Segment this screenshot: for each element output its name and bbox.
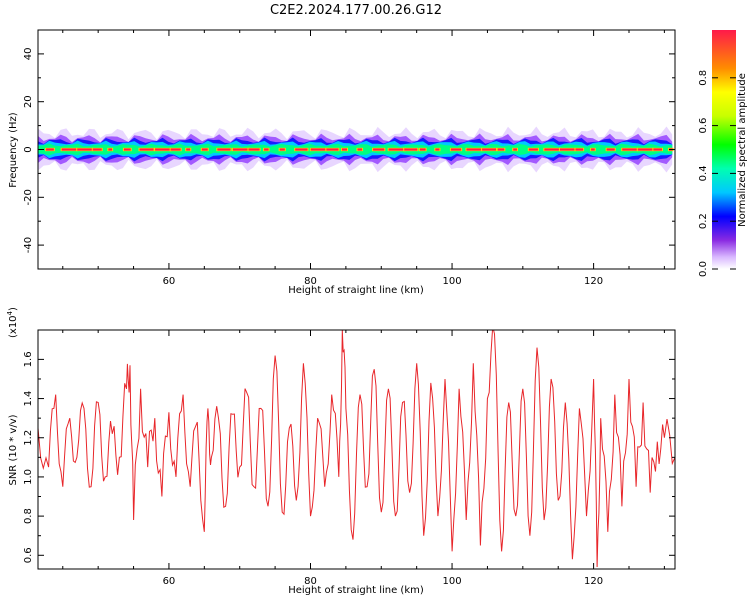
snr-ticks: 60 80 100 120 0.6 0.8 1.0 1.2 1.4 1.6 [23,330,675,587]
colorbar-tick-label: 0.6 [698,118,709,134]
y-tick-label: -20 [23,189,34,205]
snr-scale-base: (x10 [8,315,19,338]
spectrogram-core-red [170,148,181,151]
y-tick-label: 40 [23,48,34,61]
y-tick-label: 0 [23,146,34,152]
snr-xlabel: Height of straight line (km) [288,585,424,596]
spectrogram-core-red [575,148,584,151]
x-tick-label: 100 [443,276,462,287]
colorbar: 0.0 0.2 0.4 0.6 0.8 Normalized spectral ampl… [698,30,748,277]
x-tick-label: 80 [304,276,317,287]
spectrogram-core-red [77,148,93,151]
spectrogram-core-red [217,148,231,151]
spectrogram-core-red [637,148,654,151]
spectrogram-heatmap [38,126,674,173]
snr-scale-close: ) [8,307,19,311]
spectrogram-core-red [61,148,77,151]
spectrogram-core-red [373,148,385,151]
x-tick-label: 60 [163,276,176,287]
spectrogram-ylabel: Frequency (Hz) [8,112,19,188]
spectrogram-core-red [46,148,54,151]
spectrogram-core-red [559,148,575,151]
x-tick-label: 100 [443,576,462,587]
snr-series-line [38,330,675,568]
spectrogram-core-red [419,148,426,151]
spectrogram-band-layer [38,143,673,156]
x-tick-label: 60 [163,576,176,587]
spectrogram-xlabel: Height of straight line (km) [288,285,424,296]
spectrogram-core-red [622,148,638,151]
x-tick-label: 120 [584,576,603,587]
spectrogram-core-red [497,148,505,151]
colorbar-ticks: 0.0 0.2 0.4 0.6 0.8 [698,70,736,277]
spectrogram-core-red [92,148,102,151]
spectrogram-core-red [279,148,285,151]
spectrogram-core-red [528,148,538,151]
colorbar-tick-label: 0.2 [698,213,709,229]
snr-panel: 60 80 100 120 0.6 0.8 1.0 1.2 1.4 1.6 Height of s… [6,307,676,596]
spectrogram-core-red [466,148,483,151]
snr-frame [37,329,676,570]
spectrogram-core-red [295,148,308,151]
y-tick-label: 0.6 [23,547,34,563]
x-tick-label: 120 [584,276,603,287]
spectrogram-core-red [326,148,339,151]
y-tick-label: 1.0 [23,469,34,485]
spectrogram-core-red [482,148,497,151]
spectrogram-core-red [155,148,172,151]
snr-ylabel: SNR (10 * v/v) [8,414,19,485]
colorbar-tick-label: 0.0 [698,261,709,277]
spectrogram-ticks: 60 80 100 120 -40 -20 0 20 40 [23,30,675,287]
spectrogram-core-red [139,148,154,151]
spectrogram-core-red [232,148,250,151]
spectrogram-core-red [404,148,418,151]
spectrogram-core-red [248,148,260,151]
spectrogram-core-red [357,148,363,151]
spectrogram-core-red [186,148,191,151]
y-tick-label: 1.2 [23,430,34,446]
y-tick-label: 20 [23,95,34,108]
spectrogram-core-red [591,148,595,151]
spectrogram-core-red [450,148,462,151]
spectrogram-panel: 60 80 100 120 -40 -20 0 20 40 Height of straight… [8,29,676,296]
spectrogram-core-red [435,148,440,151]
y-tick-label: 1.4 [23,391,34,407]
y-tick-label: 0.8 [23,508,34,524]
colorbar-gradient [712,30,736,269]
x-tick-label: 80 [304,576,317,587]
spectrogram-core-red [201,148,208,151]
colorbar-tick-label: 0.8 [698,70,709,86]
figure-title: C2E2.2024.177.00.26.G12 [270,3,442,18]
svg-text:(x104): (x104) [6,307,19,338]
spectrogram-core-red [606,148,615,151]
colorbar-tick-label: 0.4 [698,165,709,181]
spectrogram-core-red [653,148,662,151]
spectrogram-core-red [341,148,348,151]
spectrogram-core-red [108,148,113,151]
y-tick-label: -40 [23,237,34,253]
spectrogram-core-red [513,148,518,151]
colorbar-label: Normalized spectral amplitude [737,73,748,227]
spectrogram-core-red [310,148,328,151]
y-tick-label: 1.6 [23,351,34,367]
spectrogram-core-red [264,148,269,151]
spectrogram-core-red [123,148,131,151]
snr-scale-label: (x104) [6,307,19,338]
snr-scale-exponent: 4 [6,310,14,315]
spectrogram-core-red [544,148,561,151]
spectrogram-core-red [388,148,405,151]
